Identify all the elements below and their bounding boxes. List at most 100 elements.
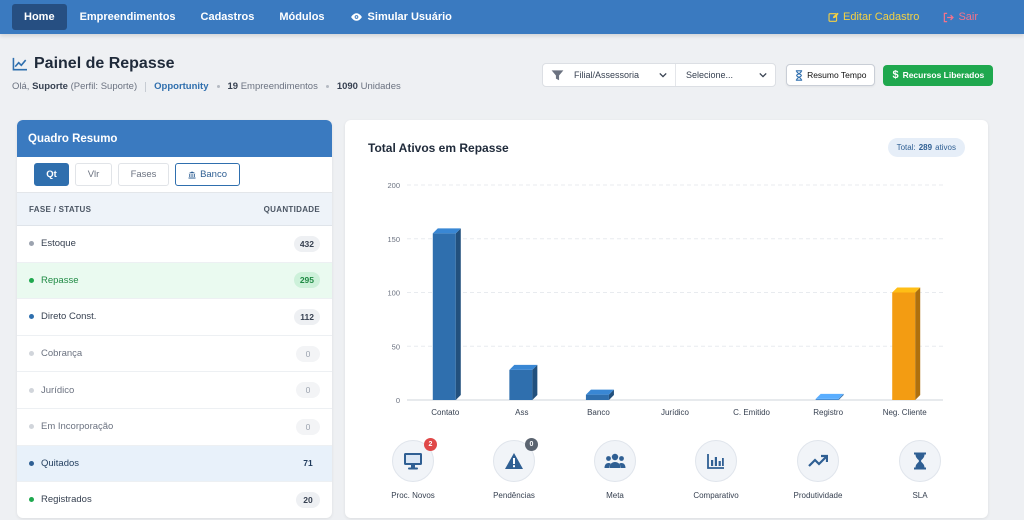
- tab-qt[interactable]: Qt: [34, 163, 69, 186]
- users-icon: [594, 440, 636, 482]
- shortcut-label: Meta: [606, 491, 624, 500]
- x-tick-label: Jurídico: [661, 408, 690, 417]
- nav-simular-usuario-label: Simular Usuário: [367, 11, 452, 23]
- y-tick-label: 0: [396, 396, 400, 405]
- shortcut-item[interactable]: 2 Proc. Novos: [368, 438, 458, 500]
- chevron-down-icon: [659, 72, 667, 78]
- filial-select[interactable]: Filial/Assessoria: [543, 64, 675, 86]
- summary-table-header: FASE / STATUS QUANTIDADE: [17, 193, 332, 226]
- total-badge: Total: 289 ativos: [887, 138, 965, 157]
- total-prefix: Total:: [896, 143, 916, 152]
- unidades-label: Unidades: [360, 81, 401, 92]
- unidades-number: 1090: [336, 81, 358, 92]
- dot-separator: [216, 85, 220, 88]
- shortcut-item[interactable]: Produtividade: [773, 440, 863, 500]
- summary-row[interactable]: Quitados 71: [17, 445, 332, 483]
- resumo-tempo-label: Resumo Tempo: [807, 70, 867, 80]
- summary-row-label: Jurídico: [41, 384, 75, 396]
- edit-profile-label: Editar Cadastro: [843, 11, 920, 23]
- filter-box: Filial/Assessoria Selecione...: [542, 63, 777, 87]
- tab-vlr[interactable]: Vlr: [75, 163, 112, 186]
- bar-chart-icon: [695, 440, 737, 482]
- bar-top: [892, 287, 921, 293]
- nav-home-label: Home: [24, 11, 55, 23]
- empreendimento-select[interactable]: Selecione...: [675, 64, 775, 86]
- summary-row[interactable]: Cobrança 0: [17, 336, 332, 373]
- summary-row-left: Repasse: [29, 275, 79, 286]
- recursos-liberados-button[interactable]: $ Recursos Liberados: [883, 64, 994, 86]
- bar-side: [455, 228, 461, 400]
- nav-simular-usuario[interactable]: Simular Usuário: [338, 4, 464, 30]
- logout-link[interactable]: Sair: [943, 11, 978, 23]
- nav-cadastros[interactable]: Cadastros: [189, 4, 267, 30]
- summary-row-left: Quitados: [29, 458, 79, 469]
- col-status: FASE / STATUS: [29, 204, 92, 214]
- empreendimentos-number: 19: [227, 81, 239, 92]
- hourglass-icon: [899, 440, 941, 482]
- bar: [815, 398, 839, 400]
- bar-side: [915, 287, 921, 400]
- summary-row-left: Em Incorporação: [29, 421, 113, 432]
- summary-row-label: Cobrança: [41, 348, 83, 360]
- x-tick-label: C. Emitido: [733, 408, 770, 417]
- y-tick-label: 150: [387, 235, 400, 244]
- shortcut-item[interactable]: 0 Pendências: [469, 438, 559, 500]
- chart-card: Total Ativos em Repasse Total: 289 ativo…: [345, 120, 988, 518]
- summary-row[interactable]: Direto Const. 112: [17, 299, 332, 336]
- summary-rows: Estoque 432 Repasse 295 Direto Const. 112 Cobr…: [17, 226, 332, 518]
- eye-icon: [350, 13, 362, 21]
- summary-row-count: 0: [296, 345, 320, 362]
- shortcut-item[interactable]: SLA: [875, 440, 965, 500]
- logout-label: Sair: [958, 11, 978, 23]
- unidades-count: 1090 Unidades: [337, 81, 401, 92]
- shortcut-item[interactable]: Meta: [570, 440, 660, 500]
- bar-top: [585, 389, 614, 395]
- user-name: Suporte: [32, 81, 68, 92]
- empreendimentos-count: 19 Empreendimentos: [228, 81, 318, 92]
- nav-empreendimentos[interactable]: Empreendimentos: [68, 4, 188, 30]
- total-value: 289: [918, 143, 933, 152]
- summary-row-count: 0: [296, 418, 320, 435]
- summary-row-count: 432: [293, 235, 320, 252]
- summary-row-count: 20: [296, 491, 320, 508]
- filial-select-label: Filial/Assessoria: [574, 70, 640, 80]
- divider: [145, 81, 147, 92]
- y-tick-label: 200: [387, 181, 400, 190]
- x-tick-label: Banco: [587, 408, 610, 417]
- shortcut-item[interactable]: Comparativo: [671, 440, 761, 500]
- shortcut-label: Comparativo: [693, 491, 739, 500]
- notification-badge: 2: [424, 438, 437, 451]
- col-quantity: QUANTIDADE: [263, 204, 320, 214]
- warning-icon: 0: [493, 438, 538, 482]
- edit-profile-link[interactable]: Editar Cadastro: [828, 11, 919, 23]
- nav-modulos-label: Módulos: [279, 11, 325, 23]
- x-tick-label: Ass: [515, 408, 528, 417]
- tab-fases[interactable]: Fases: [118, 163, 169, 186]
- nav-modulos[interactable]: Módulos: [267, 4, 336, 30]
- company-link[interactable]: Opportunity: [154, 81, 209, 92]
- chart-title: Total Ativos em Repasse: [368, 141, 509, 155]
- summary-row[interactable]: Registrados 20: [17, 482, 332, 518]
- nav-home[interactable]: Home: [12, 4, 67, 30]
- user-profile: (Perfil: Suporte): [70, 81, 138, 92]
- tab-banco-label: Banco: [200, 169, 227, 180]
- y-tick-label: 50: [392, 342, 400, 351]
- status-bullet: [29, 497, 34, 503]
- summary-row-left: Estoque: [29, 238, 76, 249]
- resumo-tempo-button[interactable]: Resumo Tempo: [786, 64, 876, 86]
- page-header: Painel de Repasse Olá, Suporte (Perfil: …: [12, 55, 401, 92]
- summary-row[interactable]: Em Incorporação 0: [17, 409, 332, 446]
- status-bullet: [29, 460, 34, 466]
- summary-row-left: Jurídico: [29, 385, 74, 396]
- nav-cadastros-label: Cadastros: [200, 11, 255, 23]
- summary-row-left: Cobrança: [29, 348, 82, 359]
- summary-row[interactable]: Estoque 432: [17, 226, 332, 263]
- top-navbar: Home Empreendimentos Cadastros Módulos S…: [0, 0, 1024, 34]
- summary-row[interactable]: Repasse 295: [17, 262, 332, 300]
- summary-row-count: 112: [294, 308, 320, 325]
- y-tick-label: 100: [387, 289, 400, 298]
- tab-banco[interactable]: Banco: [175, 163, 240, 186]
- summary-row[interactable]: Jurídico 0: [17, 372, 332, 409]
- x-tick-label: Contato: [431, 408, 460, 417]
- summary-card: Quadro Resumo Qt Vlr Fases Banco FASE / …: [17, 120, 332, 518]
